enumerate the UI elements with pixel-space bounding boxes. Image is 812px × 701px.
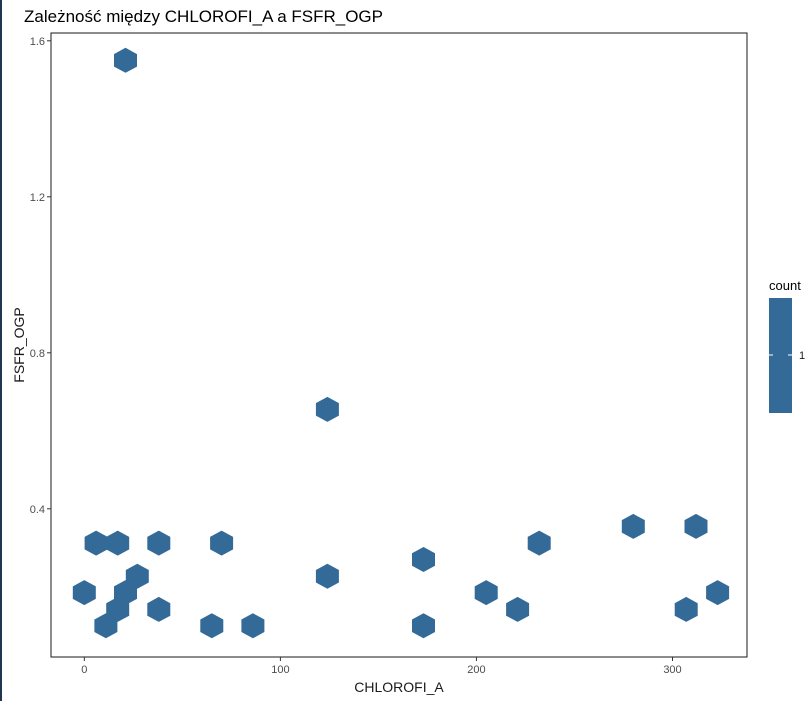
hex-bin [72,580,96,606]
legend: count 1 [769,278,805,413]
hex-bin [147,530,171,556]
legend-tick-label: 1 [799,350,805,362]
legend-title: count [769,278,801,293]
hex-bin [147,596,171,622]
hex-bin [125,563,149,589]
x-tick-label: 0 [81,664,87,676]
hex-bin [315,396,339,422]
plot-panel [50,32,748,658]
hex-bin [706,580,730,606]
x-tick-label: 300 [663,664,681,676]
hex-bin [106,596,130,622]
hex-bin [684,513,708,539]
hex-bin [84,530,108,556]
hex-layer [72,47,730,639]
hex-bin [315,563,339,589]
x-axis: 0 100 200 300 [81,657,682,676]
hex-bin [114,47,137,73]
hex-bin [474,580,498,606]
hex-bin [210,530,234,556]
hex-bin [506,596,530,622]
hex-bin [412,547,435,572]
hex-bin [200,613,224,639]
chart-title: Zależność między CHLOROFI_A a FSFR_OGP [24,7,383,26]
hex-bin [674,596,698,622]
y-tick-label: 1.2 [30,192,45,204]
y-tick-label: 1.6 [30,36,45,48]
legend-colorbar [769,298,792,413]
x-tick-label: 100 [271,664,289,676]
y-tick-label: 0.4 [30,504,45,516]
hex-bin [621,513,645,539]
hex-bin [412,613,435,639]
y-axis: 0.4 0.8 1.2 1.6 [30,36,51,516]
hex-bin [527,530,551,556]
y-tick-label: 0.8 [30,348,45,360]
y-axis-label: FSFR_OGP [11,307,27,382]
hex-bin [241,613,265,639]
x-tick-label: 200 [467,664,485,676]
hex-bin [106,530,130,556]
hex-bin [94,613,118,639]
x-axis-label: CHLOROFI_A [354,679,444,695]
